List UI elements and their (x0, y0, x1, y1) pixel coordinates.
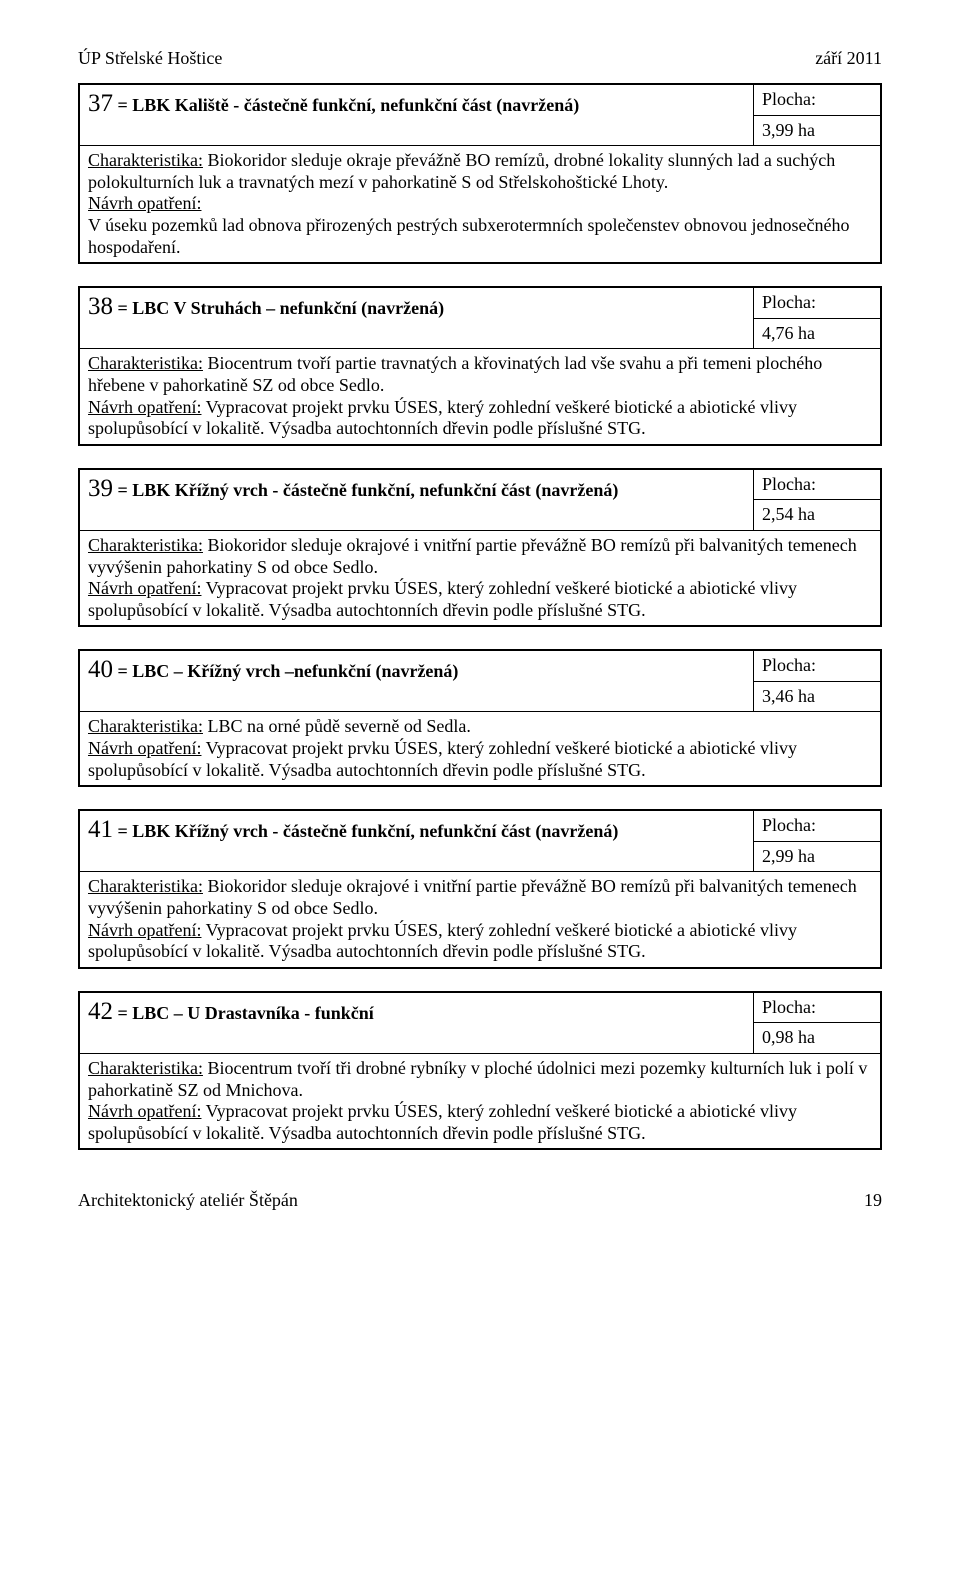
block-title: 39 = LBK Křížný vrch - částečně funkční,… (79, 469, 754, 531)
block-title-rest: = LBC – U Drastavníka - funkční (113, 1003, 374, 1023)
page-header: ÚP Střelské Hoštice září 2011 (78, 48, 882, 69)
block-title-rest: = LBC V Struhách – nefunkční (navržená) (113, 298, 444, 318)
footer-right: 19 (864, 1190, 882, 1211)
plocha-label: Plocha: (754, 650, 882, 681)
block-title: 37 = LBK Kaliště - částečně funkční, nef… (79, 84, 754, 146)
block-num: 41 (88, 816, 113, 843)
navrh-label: Návrh opatření: (88, 193, 201, 213)
block-area: 0,98 ha (754, 1023, 882, 1054)
block-desc: Charakteristika: LBC na orné půdě severn… (79, 712, 881, 786)
block-title: 40 = LBC – Křížný vrch –nefunkční (navrž… (79, 650, 754, 712)
block-num: 39 (88, 475, 113, 502)
char-label: Charakteristika: (88, 150, 203, 170)
char-text: LBC na orné půdě severně od Sedla. (203, 716, 471, 736)
navrh-label: Návrh opatření: (88, 578, 201, 598)
uses-block: 41 = LBK Křížný vrch - částečně funkční,… (78, 809, 882, 969)
block-desc: Charakteristika: Biokoridor sleduje okra… (79, 530, 881, 626)
char-label: Charakteristika: (88, 1058, 203, 1078)
uses-block: 40 = LBC – Křížný vrch –nefunkční (navrž… (78, 649, 882, 787)
block-area: 3,46 ha (754, 681, 882, 712)
block-table: 41 = LBK Křížný vrch - částečně funkční,… (78, 809, 882, 969)
block-title-rest: = LBK Křížný vrch - částečně funkční, ne… (113, 480, 618, 500)
navrh-label: Návrh opatření: (88, 738, 201, 758)
block-title: 38 = LBC V Struhách – nefunkční (navržen… (79, 287, 754, 349)
navrh-text: V úseku pozemků lad obnova přirozených p… (88, 215, 849, 257)
char-text: Biokoridor sleduje okrajové i vnitřní pa… (88, 535, 857, 577)
char-label: Charakteristika: (88, 353, 203, 373)
block-area: 2,99 ha (754, 841, 882, 872)
block-table: 37 = LBK Kaliště - částečně funkční, nef… (78, 83, 882, 264)
block-area: 3,99 ha (754, 115, 882, 146)
plocha-label: Plocha: (754, 287, 882, 318)
plocha-label: Plocha: (754, 469, 882, 500)
plocha-label: Plocha: (754, 84, 882, 115)
char-label: Charakteristika: (88, 535, 203, 555)
block-num: 40 (88, 656, 113, 683)
block-desc: Charakteristika: Biokoridor sleduje okra… (79, 872, 881, 968)
block-num: 37 (88, 90, 113, 117)
char-label: Charakteristika: (88, 876, 203, 896)
uses-block: 37 = LBK Kaliště - částečně funkční, nef… (78, 83, 882, 264)
block-table: 40 = LBC – Křížný vrch –nefunkční (navrž… (78, 649, 882, 787)
block-num: 38 (88, 293, 113, 320)
page-footer: Architektonický ateliér Štěpán 19 (78, 1190, 882, 1211)
block-desc: Charakteristika: Biocentrum tvoří tři dr… (79, 1054, 881, 1150)
blocks-container: 37 = LBK Kaliště - částečně funkční, nef… (78, 83, 882, 1150)
block-title-rest: = LBK Křížný vrch - částečně funkční, ne… (113, 821, 618, 841)
char-text: Biocentrum tvoří tři drobné rybníky v pl… (88, 1058, 867, 1100)
uses-block: 42 = LBC – U Drastavníka - funkčníPlocha… (78, 991, 882, 1151)
block-table: 38 = LBC V Struhách – nefunkční (navržen… (78, 286, 882, 446)
block-area: 2,54 ha (754, 500, 882, 531)
uses-block: 38 = LBC V Struhách – nefunkční (navržen… (78, 286, 882, 446)
header-left: ÚP Střelské Hoštice (78, 48, 222, 69)
char-label: Charakteristika: (88, 716, 203, 736)
block-table: 39 = LBK Křížný vrch - částečně funkční,… (78, 468, 882, 628)
plocha-label: Plocha: (754, 992, 882, 1023)
page: ÚP Střelské Hoštice září 2011 37 = LBK K… (0, 0, 960, 1251)
block-num: 42 (88, 998, 113, 1025)
block-desc: Charakteristika: Biocentrum tvoří partie… (79, 349, 881, 445)
plocha-label: Plocha: (754, 810, 882, 841)
block-table: 42 = LBC – U Drastavníka - funkčníPlocha… (78, 991, 882, 1151)
block-title-rest: = LBC – Křížný vrch –nefunkční (navržená… (113, 661, 458, 681)
block-title: 42 = LBC – U Drastavníka - funkční (79, 992, 754, 1054)
char-text: Biokoridor sleduje okrajové i vnitřní pa… (88, 876, 857, 918)
block-desc: Charakteristika: Biokoridor sleduje okra… (79, 146, 881, 263)
navrh-label: Návrh opatření: (88, 1101, 201, 1121)
block-title-rest: = LBK Kaliště - částečně funkční, nefunk… (113, 95, 579, 115)
block-title: 41 = LBK Křížný vrch - částečně funkční,… (79, 810, 754, 872)
uses-block: 39 = LBK Křížný vrch - částečně funkční,… (78, 468, 882, 628)
block-area: 4,76 ha (754, 318, 882, 349)
navrh-label: Návrh opatření: (88, 397, 201, 417)
header-right: září 2011 (815, 48, 882, 69)
footer-left: Architektonický ateliér Štěpán (78, 1190, 298, 1211)
navrh-label: Návrh opatření: (88, 920, 201, 940)
